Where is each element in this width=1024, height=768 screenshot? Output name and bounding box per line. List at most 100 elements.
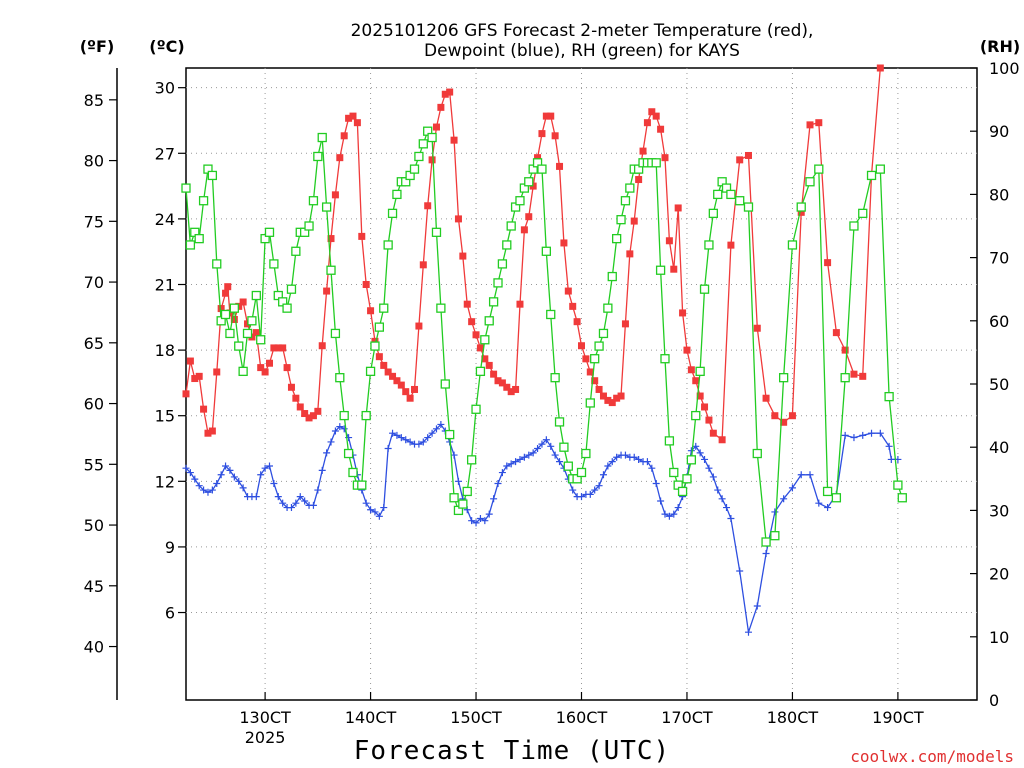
rh-point bbox=[515, 196, 525, 206]
temperature-point bbox=[371, 337, 379, 345]
dewpoint-point bbox=[556, 458, 564, 466]
dewpoint-point bbox=[397, 434, 405, 442]
rh-point bbox=[414, 151, 424, 162]
temperature-point bbox=[472, 331, 480, 339]
temperature-point bbox=[441, 90, 449, 98]
temperature-point bbox=[516, 300, 524, 308]
celsius-tick-label: 12 bbox=[155, 472, 175, 491]
dewpoint-point bbox=[292, 499, 300, 507]
fahrenheit-tick-label: 70 bbox=[84, 273, 104, 292]
dewpoint-point bbox=[591, 486, 599, 494]
rh-point bbox=[291, 246, 301, 256]
rh-point bbox=[488, 297, 499, 307]
rh-point bbox=[462, 486, 472, 497]
temperature-point bbox=[534, 154, 542, 162]
rh-point bbox=[286, 284, 297, 294]
dewpoint-point bbox=[788, 484, 796, 492]
rh-point bbox=[761, 537, 771, 547]
rh-point bbox=[440, 379, 450, 389]
temperature-point bbox=[463, 300, 471, 308]
temperature-point bbox=[520, 226, 528, 234]
temperature-point bbox=[327, 235, 335, 243]
temperature-point bbox=[287, 383, 295, 391]
rh-point bbox=[625, 183, 635, 193]
dewpoint-point bbox=[885, 442, 893, 450]
temperature-point bbox=[279, 344, 287, 352]
rh-tick-label: 80 bbox=[989, 185, 1009, 204]
dewpoint-point bbox=[437, 420, 445, 428]
celsius-tick-label: 30 bbox=[155, 79, 175, 98]
rh-tick-label: 70 bbox=[989, 249, 1009, 268]
celsius-tick-label: 27 bbox=[155, 144, 175, 163]
temperature-point bbox=[687, 366, 695, 374]
dewpoint-point bbox=[490, 495, 498, 503]
temperature-point bbox=[599, 392, 607, 400]
rh-point bbox=[269, 259, 279, 269]
rh-point bbox=[436, 303, 446, 313]
celsius-tick-label: 6 bbox=[165, 604, 175, 623]
rh-point bbox=[458, 499, 468, 509]
dewpoint-point bbox=[340, 425, 348, 433]
x-tick-label: 190CT bbox=[872, 708, 924, 727]
rh-point bbox=[220, 309, 231, 320]
temperature-point bbox=[367, 307, 375, 315]
temperature-point bbox=[705, 416, 713, 424]
dewpoint-point bbox=[736, 567, 744, 575]
rh-point bbox=[229, 303, 239, 313]
temperature-point bbox=[375, 353, 383, 361]
rh-point bbox=[335, 373, 345, 383]
temperature-point bbox=[551, 132, 559, 140]
temperature-point bbox=[771, 412, 779, 420]
rh-point bbox=[348, 467, 358, 478]
temperature-point bbox=[224, 283, 232, 291]
gridlines bbox=[186, 68, 977, 700]
dewpoint-point bbox=[476, 514, 484, 522]
data-series bbox=[181, 64, 907, 636]
rh-point bbox=[875, 164, 885, 174]
rh-point bbox=[506, 221, 516, 231]
temperature-point bbox=[296, 403, 304, 411]
dewpoint-point bbox=[687, 447, 695, 455]
temperature-point bbox=[222, 289, 230, 297]
dewpoint-point bbox=[485, 510, 493, 518]
temperature-point bbox=[349, 112, 357, 120]
chart-title-line2: Dewpoint (blue), RH (green) for KAYS bbox=[424, 41, 740, 61]
dewpoint-point bbox=[512, 458, 520, 466]
dewpoint-point bbox=[375, 512, 383, 520]
temperature-point bbox=[556, 162, 564, 170]
temperature-point bbox=[591, 377, 599, 385]
rh-point bbox=[330, 328, 341, 339]
temperature-point bbox=[512, 385, 520, 393]
temperature-point bbox=[569, 302, 577, 310]
temperature-point bbox=[507, 388, 515, 396]
rh-point bbox=[431, 227, 442, 237]
fahrenheit-tick-label: 50 bbox=[84, 516, 104, 535]
dewpoint-point bbox=[657, 497, 665, 505]
dewpoint-point bbox=[191, 475, 199, 483]
rh-point bbox=[655, 265, 666, 275]
rh-point bbox=[590, 354, 600, 364]
temperature-point bbox=[217, 305, 225, 313]
temperature-point bbox=[314, 407, 322, 415]
dewpoint-point bbox=[389, 429, 397, 437]
temperature-point bbox=[832, 329, 840, 337]
temperature-point bbox=[727, 241, 735, 249]
dewpoint-point bbox=[213, 480, 221, 488]
rh-point bbox=[893, 480, 903, 490]
temperature-point bbox=[485, 361, 493, 369]
rh-point bbox=[427, 132, 437, 143]
temperature-point bbox=[208, 427, 216, 435]
temperature-point bbox=[595, 385, 603, 393]
dewpoint-point bbox=[362, 499, 370, 507]
temperature-point bbox=[788, 412, 796, 420]
rh-point bbox=[357, 480, 367, 490]
rh-tick-label: 0 bbox=[989, 691, 999, 710]
rh-point bbox=[493, 278, 503, 288]
fahrenheit-unit-label: (ºF) bbox=[80, 37, 115, 56]
rh-point bbox=[418, 139, 428, 149]
rh-point bbox=[699, 284, 710, 294]
temperature-point bbox=[230, 315, 238, 323]
fahrenheit-tick-label: 40 bbox=[84, 638, 104, 657]
rh-point bbox=[308, 196, 319, 206]
dewpoint-point bbox=[261, 464, 269, 472]
